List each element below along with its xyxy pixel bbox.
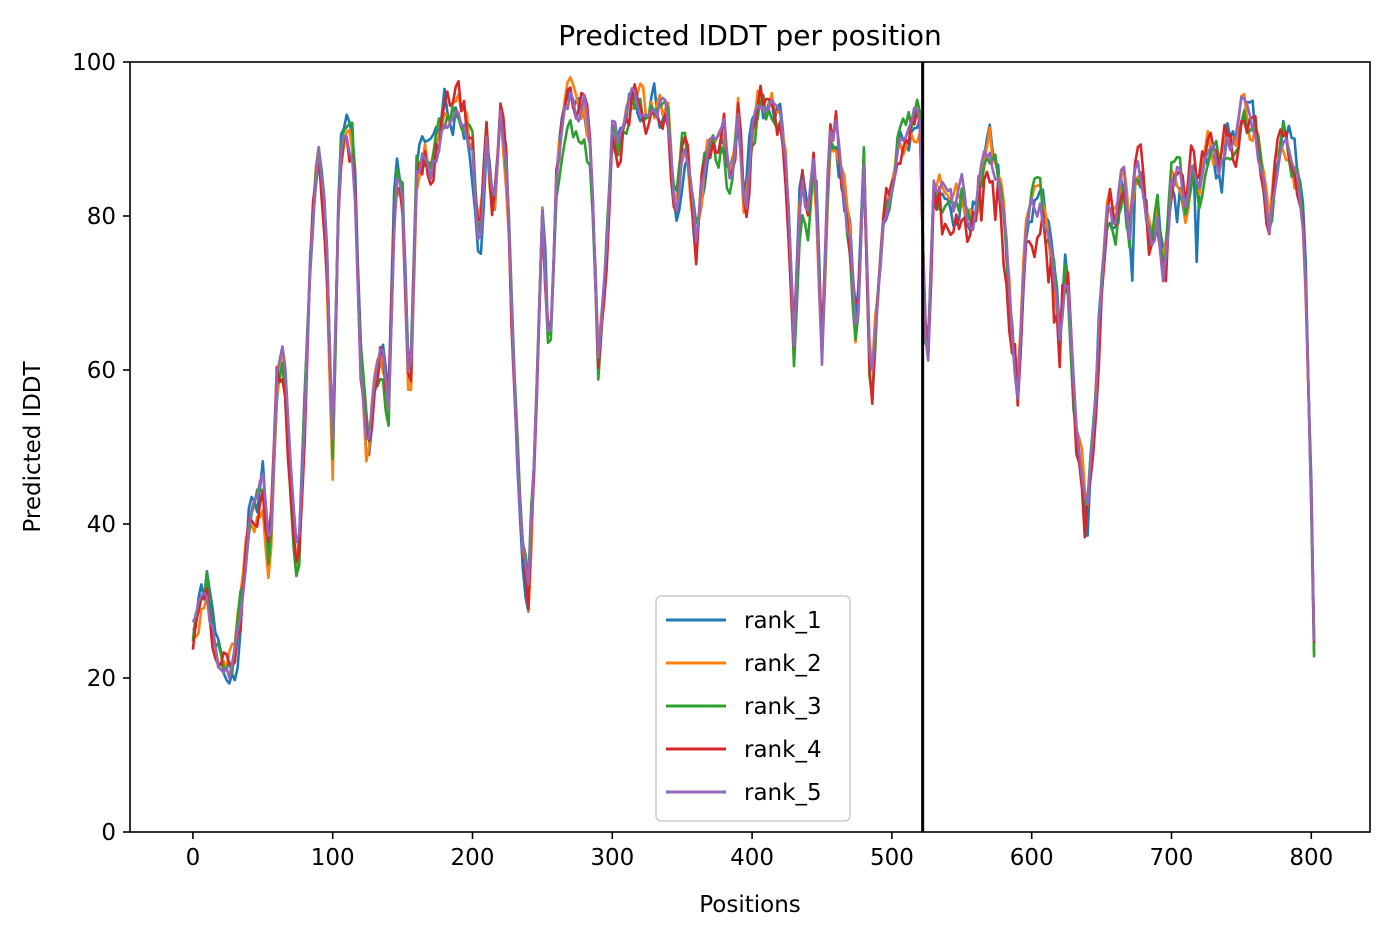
series-line-rank_5 [191, 87, 1316, 680]
y-tick-label: 20 [87, 666, 116, 692]
legend-label-rank_1: rank_1 [744, 608, 822, 634]
legend: rank_1 rank_2 rank_3 rank_4 rank_5 [655, 595, 851, 822]
x-tick-label: 0 [186, 845, 201, 871]
legend-box [655, 595, 851, 822]
y-tick-label: 0 [101, 820, 116, 846]
x-tick-label: 200 [451, 845, 495, 871]
x-tick-label: 500 [870, 845, 914, 871]
x-tick-label: 100 [311, 845, 355, 871]
chart-title: Predicted lDDT per position [558, 19, 942, 52]
y-tick-label: 100 [72, 50, 116, 76]
axes: 0 100 200 300 400 500 600 700 800 0 20 40 60 80 100 [72, 50, 1371, 871]
y-tick-label: 80 [87, 204, 116, 230]
plot-area [191, 62, 1316, 832]
x-tick-label: 400 [730, 845, 774, 871]
legend-label-rank_2: rank_2 [744, 651, 822, 677]
x-tick-label: 300 [590, 845, 634, 871]
y-tick-label: 40 [87, 512, 116, 538]
y-axis-label: Predicted lDDT [20, 360, 46, 532]
x-tick-label: 600 [1010, 845, 1054, 871]
x-tick-label: 800 [1289, 845, 1333, 871]
y-tick-label: 60 [87, 358, 116, 384]
legend-label-rank_4: rank_4 [744, 737, 822, 763]
legend-label-rank_5: rank_5 [744, 780, 822, 806]
plot-frame [129, 61, 1371, 833]
x-tick-label: 700 [1150, 845, 1194, 871]
x-axis-label: Positions [699, 892, 801, 918]
legend-label-rank_3: rank_3 [744, 694, 822, 720]
